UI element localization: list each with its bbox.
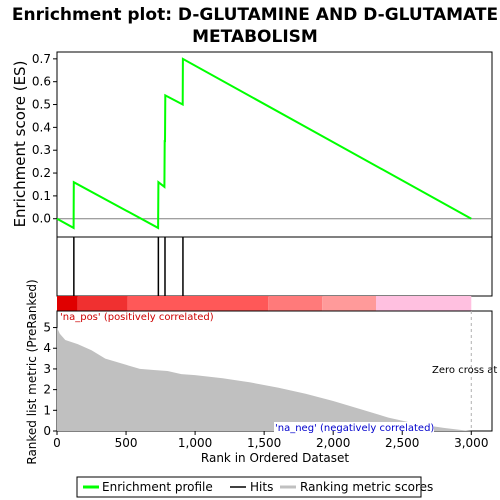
x-tick-label: 3,000 xyxy=(454,436,488,450)
heat-bar-segment xyxy=(57,296,78,311)
es-y-tick-label: 0.2 xyxy=(32,166,51,180)
es-y-axis-label: Enrichment score (ES) xyxy=(11,61,29,228)
heat-bar-segment xyxy=(127,296,269,311)
heat-bar-segment xyxy=(268,296,323,311)
x-tick-label: 1,000 xyxy=(178,436,212,450)
heat-bar-segment xyxy=(77,296,128,311)
ranking-metric-area xyxy=(57,327,472,431)
x-tick-label: 0 xyxy=(53,436,61,450)
rank-y-tick-label: 0 xyxy=(43,424,51,438)
rank-y-ticks: 0 1 2 3 4 5 xyxy=(43,321,57,438)
rank-y-tick-label: 4 xyxy=(43,341,51,355)
ranking-heat-bar xyxy=(57,296,472,311)
rank-y-tick-label: 5 xyxy=(43,321,51,335)
zero-cross-label: Zero cross at 3 xyxy=(432,365,500,376)
hits-panel-frame xyxy=(56,236,493,297)
enrichment-profile-line xyxy=(56,57,472,230)
es-y-tick-label: 0.7 xyxy=(32,52,51,66)
es-y-tick-label: 0.4 xyxy=(32,120,51,134)
heat-bar-segment xyxy=(376,296,472,311)
legend-enrichment-label: Enrichment profile xyxy=(102,480,213,494)
x-tick-label: 2,000 xyxy=(316,436,350,450)
rank-y-tick-label: 3 xyxy=(43,362,51,376)
rank-y-axis-label: Ranked list metric (PreRanked) xyxy=(25,279,39,464)
legend: Enrichment profile Hits Ranking metric s… xyxy=(76,476,433,498)
es-y-tick-label: 0.1 xyxy=(32,189,51,203)
x-tick-label: 2,500 xyxy=(385,436,419,450)
hits-marks xyxy=(73,237,184,296)
x-axis-ticks: 0 500 1,000 1,500 2,000 2,500 3,000 xyxy=(53,431,488,450)
chart-title-line-2: METABOLISM xyxy=(192,27,318,47)
es-panel-frame xyxy=(56,51,493,238)
positive-correlation-label: 'na_pos' (positively correlated) xyxy=(60,312,214,323)
neg-label-box xyxy=(274,422,434,434)
chart-title-line-1: Enrichment plot: D-GLUTAMINE AND D-GLUTA… xyxy=(12,5,498,25)
x-tick-label: 500 xyxy=(115,436,138,450)
x-tick-label: 1,500 xyxy=(247,436,281,450)
es-y-ticks: 0.0 0.1 0.2 0.3 0.4 0.5 0.6 0.7 xyxy=(32,52,57,226)
heat-bar-segment xyxy=(322,296,376,311)
negative-correlation-label: 'na_neg' (negatively correlated) xyxy=(275,423,434,434)
es-y-tick-label: 0.3 xyxy=(32,143,51,157)
legend-ranking-label: Ranking metric scores xyxy=(300,480,433,494)
es-y-tick-label: 0.5 xyxy=(32,98,51,112)
legend-hits-label: Hits xyxy=(250,480,273,494)
x-axis-label: Rank in Ordered Dataset xyxy=(201,451,349,465)
legend-frame xyxy=(76,476,422,498)
es-y-tick-label: 0.6 xyxy=(32,75,51,89)
rank-y-tick-label: 2 xyxy=(43,383,51,397)
rank-y-tick-label: 1 xyxy=(43,403,51,417)
es-y-tick-label: 0.0 xyxy=(32,212,51,226)
